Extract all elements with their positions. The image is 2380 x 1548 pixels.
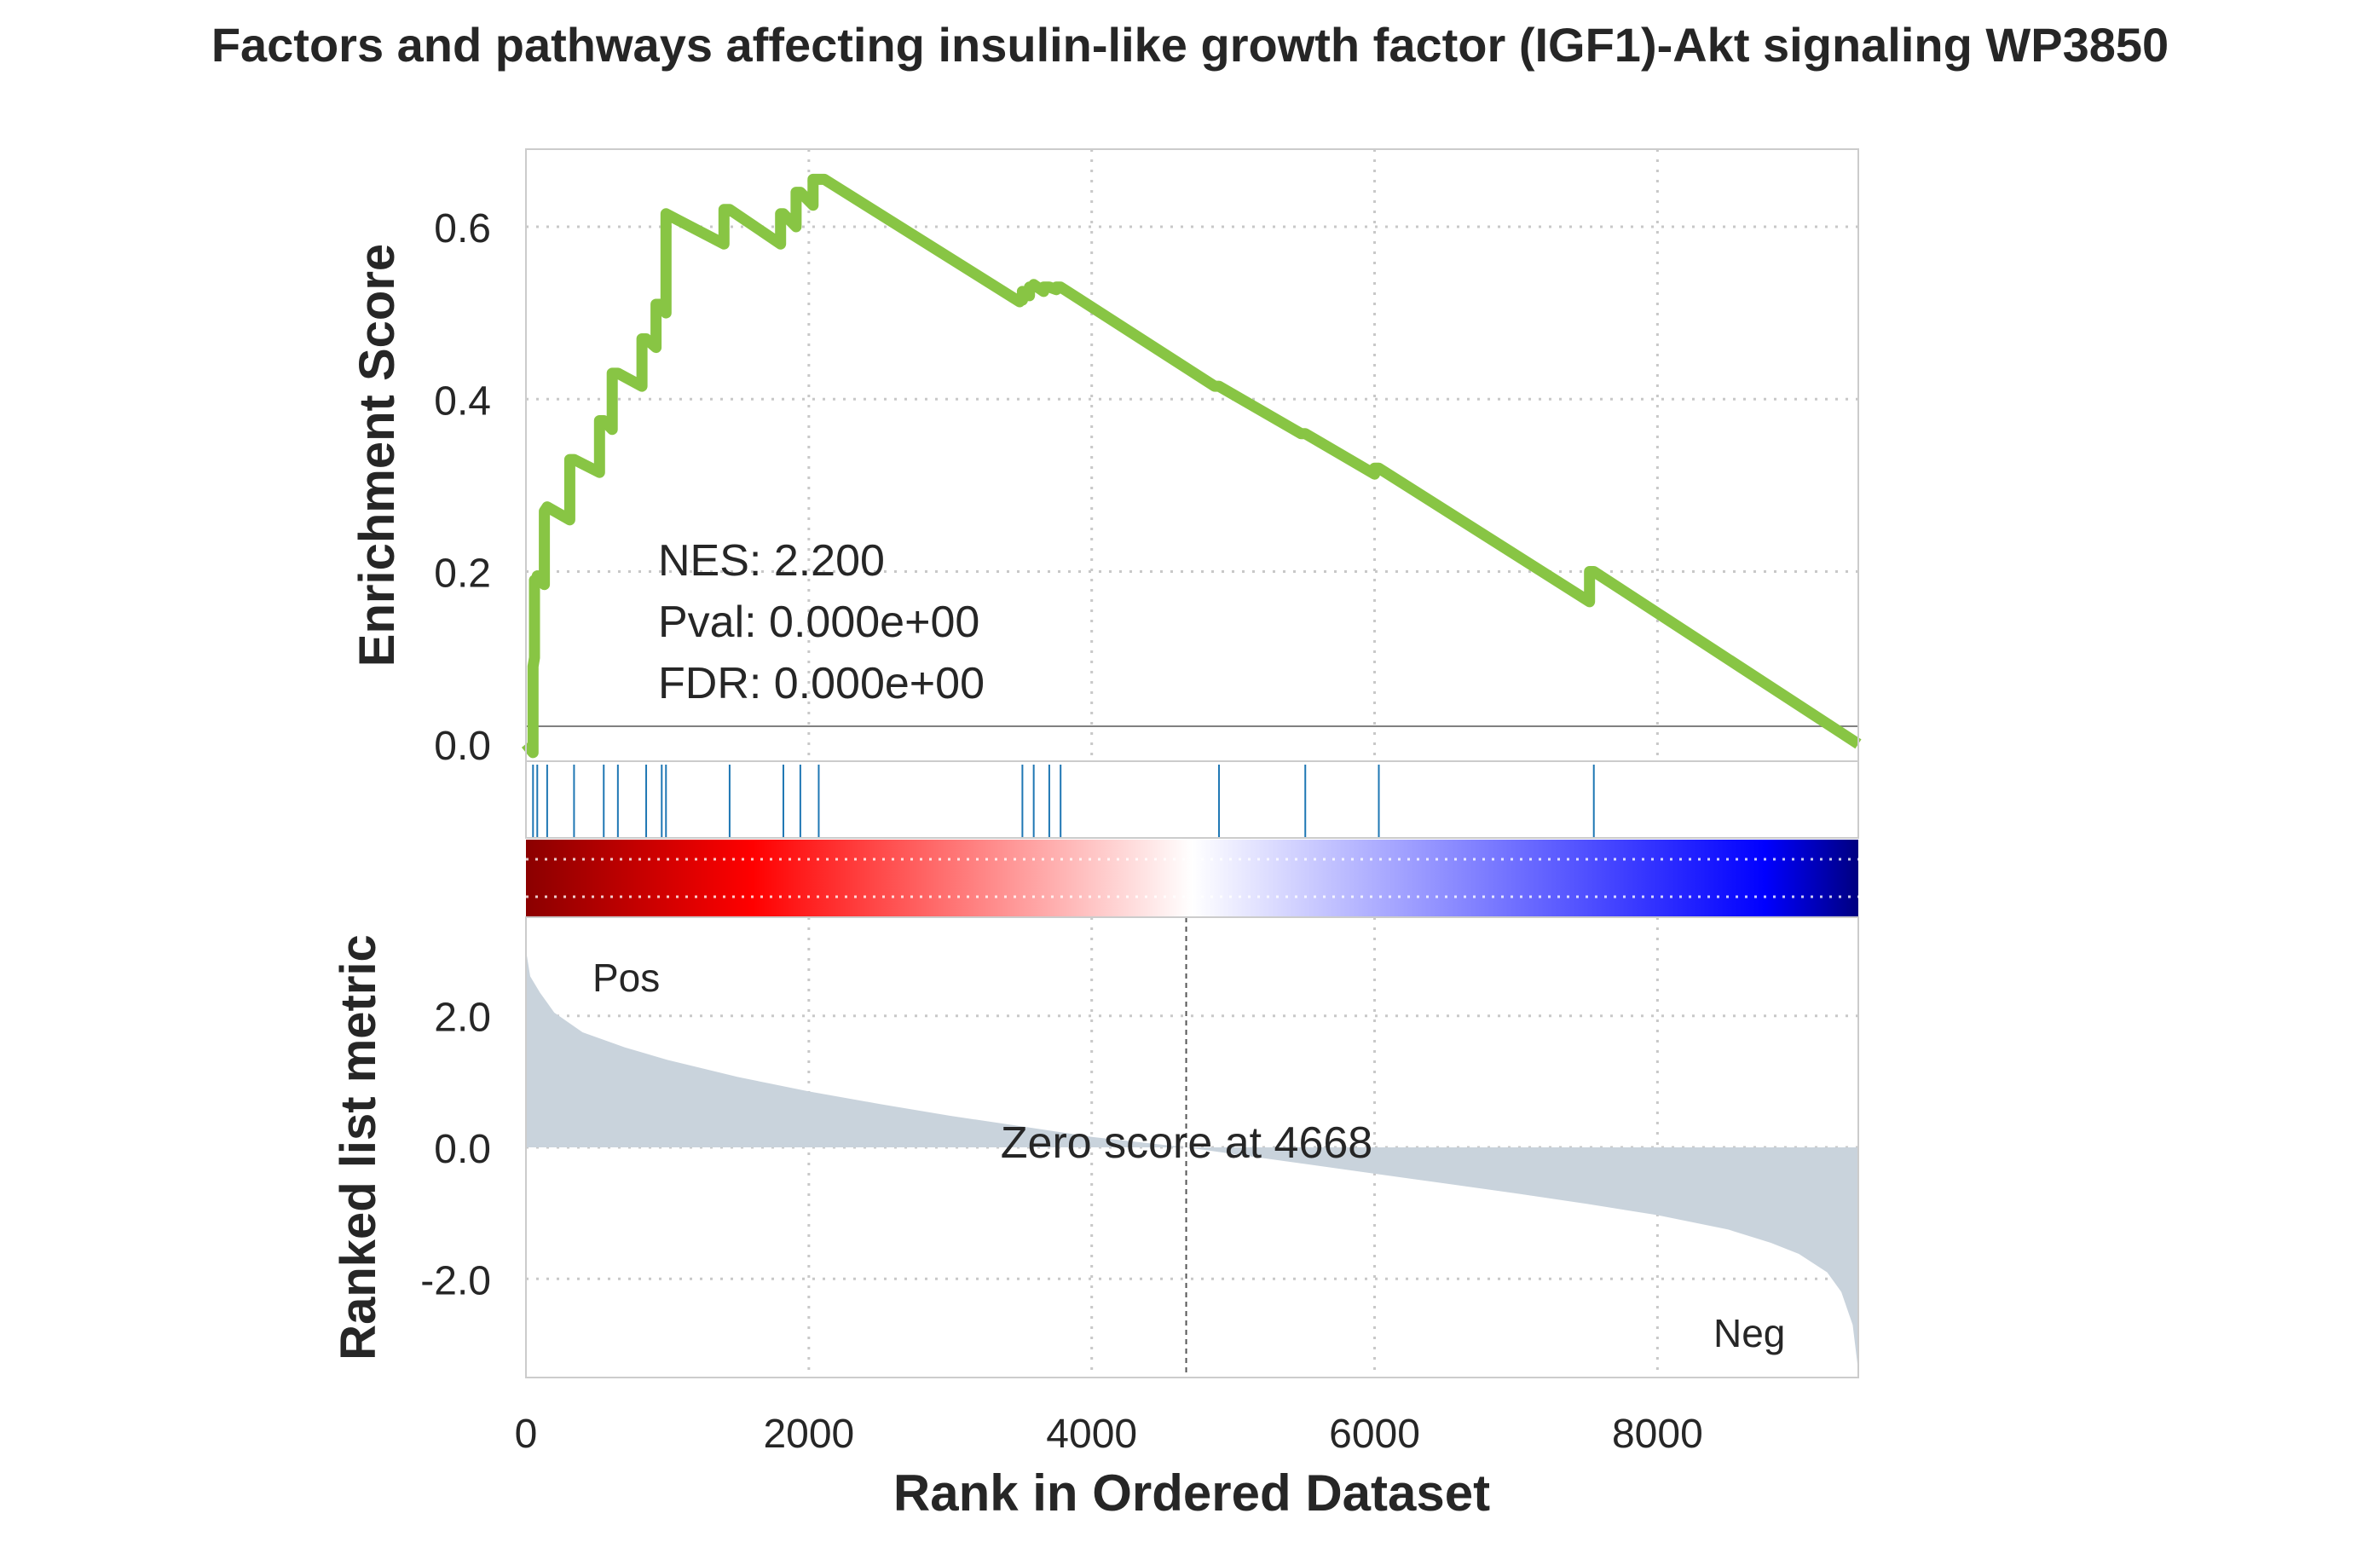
rm-y-tick-label: 0.0 (434, 1127, 491, 1172)
rm-frame (525, 916, 1859, 1378)
hits-panel (525, 760, 1859, 839)
rank-colorbar (526, 840, 1858, 916)
enrichment-score-line (521, 173, 1862, 759)
es-y-tick-label: 0.0 (434, 724, 491, 769)
rm-y-tick-label: 2.0 (434, 996, 491, 1041)
fdr-annotation: FDR: 0.000e+00 (658, 659, 985, 708)
neg-label: Neg (1713, 1311, 1785, 1355)
x-tick-label: 0 (515, 1412, 538, 1457)
colorbar-panel (526, 840, 1858, 916)
x-tick-label: 2000 (763, 1412, 854, 1457)
rm-y-axis-label: Ranked list metric (331, 934, 386, 1360)
es-y-tick-label: 0.4 (434, 378, 491, 424)
x-tick-label: 6000 (1329, 1412, 1420, 1457)
pos-label: Pos (592, 956, 660, 1000)
x-tick-label: 8000 (1612, 1412, 1703, 1457)
nes-annotation: NES: 2.200 (658, 536, 885, 586)
ranked-metric-panel: Zero score at 4668 Pos Neg 2.0 0.0 -2.0 Ra… (331, 916, 1859, 1378)
pval-annotation: Pval: 0.000e+00 (658, 598, 979, 647)
rm-y-ticks: 2.0 0.0 -2.0 (420, 996, 491, 1304)
rm-y-tick-label: -2.0 (420, 1258, 491, 1303)
hits-frame (525, 760, 1859, 839)
x-axis-ticks: 0 2000 4000 6000 8000 (515, 1412, 1703, 1457)
es-y-tick-label: 0.2 (434, 552, 491, 597)
es-gridlines (526, 149, 1858, 761)
x-axis-label: Rank in Ordered Dataset (893, 1464, 1490, 1522)
ranked-metric-area (526, 950, 1858, 1372)
zero-score-label: Zero score at 4668 (1001, 1118, 1372, 1168)
es-y-ticks: 0.0 0.2 0.4 0.6 (434, 206, 491, 769)
hit-markers (532, 765, 1595, 838)
chart-title: Factors and pathways affecting insulin-l… (211, 18, 2169, 72)
x-tick-label: 4000 (1046, 1412, 1137, 1457)
enrichment-panel: 0.00.20.40.6 NES: 2.200 Pval: 0.000e+00 … (349, 148, 1862, 769)
es-y-axis-label: Enrichment Score (349, 244, 405, 667)
es-y-tick-label: 0.6 (434, 206, 491, 251)
